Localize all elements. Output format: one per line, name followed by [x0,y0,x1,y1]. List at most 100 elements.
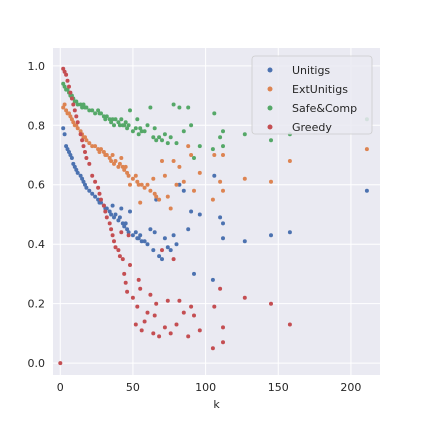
unitigs-point [287,230,292,235]
tick-labels: 0 50 100 150 200 0.0 0.2 0.4 0.6 0.8 1.0 [28,60,362,394]
extunitigs-point [110,153,115,157]
legend-label-extunitigs: ExtUnitigs [292,83,348,96]
extunitigs-point [162,173,167,178]
y-tick-label: 0.0 [28,357,46,370]
greedy-point [186,334,191,339]
unitigs-point [210,277,215,282]
extunitigs-point [145,182,150,187]
extunitigs-point [83,135,87,140]
greedy-point [123,280,128,285]
unitigs-point [122,224,127,229]
safe-comp-point [109,120,114,125]
greedy-point [96,185,101,190]
safe-comp-point [128,108,132,113]
greedy-point [287,322,292,327]
unitigs-point [90,191,95,196]
greedy-point [69,96,74,101]
safe-comp-point [186,105,191,110]
legend-marker-greedy [267,124,273,130]
greedy-point [189,304,194,309]
unitigs-point [83,182,87,187]
greedy-point [128,263,132,267]
greedy-point [64,72,69,77]
extunitigs-point [210,197,215,202]
safe-comp-point [110,117,115,122]
unitigs-point [93,194,98,199]
extunitigs-point [71,120,76,125]
extunitigs-point [269,179,273,184]
unitigs-point [130,233,135,238]
safe-comp-point [152,126,157,131]
extunitigs-point [186,144,191,149]
extunitigs-point [160,159,164,163]
unitigs-point [221,221,225,226]
safe-comp-point [125,126,130,131]
greedy-point [142,319,147,324]
safe-comp-point [145,123,150,128]
extunitigs-point [168,206,173,211]
greedy-point [117,254,122,259]
unitigs-point [125,227,130,232]
greedy-point [93,179,98,184]
unitigs-point [96,197,101,202]
greedy-point [71,102,76,107]
unitigs-point [123,221,128,226]
greedy-point [58,361,63,366]
greedy-point [62,69,67,74]
greedy-point [109,227,114,232]
unitigs-point [120,221,125,226]
greedy-point [160,248,164,253]
greedy-point [87,161,92,166]
unitigs-point [74,167,79,172]
safe-comp-point [135,117,140,122]
greedy-point [212,304,217,309]
extunitigs-point [64,108,69,113]
greedy-point [81,144,86,149]
safe-comp-point [269,138,273,143]
extunitigs-point [151,176,156,181]
extunitigs-point [116,164,121,169]
safe-comp-point [171,102,176,107]
greedy-point [242,295,247,300]
unitigs-point [128,209,132,214]
unitigs-point [174,242,179,247]
safe-comp-point [197,144,202,149]
greedy-point [168,331,173,336]
unitigs-point [109,212,114,217]
extunitigs-point [87,141,92,146]
unitigs-point [117,215,122,220]
unitigs-point [75,170,80,175]
unitigs-point [212,173,217,178]
safe-comp-point [162,132,167,137]
unitigs-point [151,248,156,253]
extunitigs-point [192,188,196,193]
extunitigs-point [99,147,103,152]
extunitigs-point [148,188,153,193]
unitigs-point [269,233,273,238]
safe-comp-point [74,99,79,104]
greedy-point [103,209,108,214]
unitigs-point [181,188,186,193]
legend-marker-unitigs [267,67,273,73]
greedy-point [148,292,153,297]
unitigs-point [148,227,153,232]
extunitigs-point [120,164,125,169]
safe-comp-point [160,138,164,143]
x-tick-label: 150 [268,381,289,394]
extunitigs-point [189,153,194,157]
greedy-point [197,328,202,333]
legend-box [251,55,373,135]
extunitigs-point [138,200,143,205]
safe-comp-point [99,111,103,116]
safe-comp-point [80,105,85,110]
greedy-point [120,257,125,262]
greedy-point [119,230,124,235]
safe-comp-point [84,105,89,110]
greedy-point [110,233,115,238]
safe-comp-point [168,135,173,140]
unitigs-point [171,233,176,238]
unitigs-point [168,248,173,253]
safe-comp-point [123,120,128,125]
